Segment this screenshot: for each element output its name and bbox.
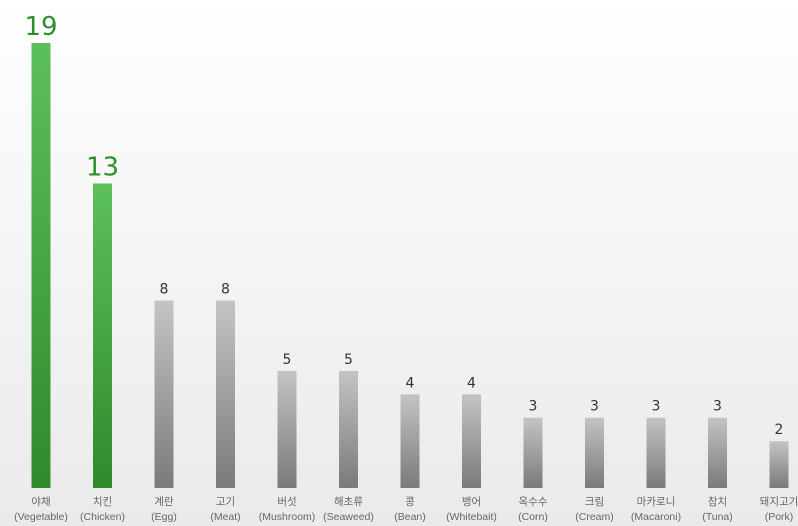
bar-5 [339,370,358,488]
x-tick-sublabel-1: (Chicken) [80,511,125,523]
x-tick-label-0: 야채 [31,495,50,508]
value-labels-group: 19 13 8 8 5 5 4 4 3 3 3 3 2 [24,12,783,438]
x-tick-label-7: 뱅어 [462,496,481,508]
bar-12 [769,441,789,488]
value-label-5: 5 [344,352,353,368]
x-tick-label-4: 버섯 [277,496,296,508]
x-tick-sublabel-0: (Vegetable) [14,511,68,523]
bar-8 [523,417,543,488]
x-tick-label-12: 돼지고기 [760,496,798,508]
bar-9 [585,417,604,488]
x-tick-label-3: 고기 [216,496,235,508]
bar-7 [462,394,481,488]
value-label-10: 3 [652,399,661,415]
x-tick-label-5: 해초류 [334,495,363,508]
x-tick-sublabel-5: (Seaweed) [323,511,374,523]
bar-11 [708,417,727,488]
x-tick-labels-group: 야채 (Vegetable) 치킨 (Chicken) 계란 (Egg) 고기 (Meat) 버… [14,495,798,523]
x-tick-label-9: 크림 [585,496,604,508]
bar-10 [646,417,666,488]
x-tick-label-10: 마카로니 [637,496,676,508]
value-label-9: 3 [590,399,599,415]
bars-group [31,43,789,488]
bar-3 [216,300,235,488]
value-label-1: 13 [86,153,119,183]
value-label-2: 8 [160,282,169,298]
x-tick-label-11: 참치 [708,496,727,508]
x-tick-label-2: 계란 [154,496,174,508]
value-label-0: 19 [24,12,57,42]
value-label-11: 3 [713,399,722,415]
value-label-12: 2 [775,422,784,438]
value-label-7: 4 [467,375,476,391]
x-tick-sublabel-6: (Bean) [394,511,426,523]
value-label-6: 4 [406,375,415,391]
bar-4 [277,370,297,488]
x-tick-sublabel-4: (Mushroom) [259,511,316,523]
x-tick-sublabel-11: (Tuna) [702,511,733,523]
x-tick-sublabel-9: (Cream) [575,511,614,523]
x-tick-sublabel-8: (Corn) [518,511,548,523]
x-tick-sublabel-10: (Macaroni) [631,511,681,523]
x-tick-label-6: 콩 [405,496,415,508]
bar-1 [93,183,112,488]
x-tick-label-1: 치킨 [93,496,112,508]
x-tick-sublabel-3: (Meat) [210,511,240,523]
value-label-4: 5 [283,352,292,368]
value-label-3: 8 [221,282,230,298]
value-label-8: 3 [529,399,538,415]
x-tick-label-8: 옥수수 [519,496,548,508]
x-tick-sublabel-7: (Whitebait) [446,511,497,523]
x-tick-sublabel-2: (Egg) [151,511,177,523]
bar-0 [31,43,51,488]
bar-2 [154,300,174,488]
x-tick-sublabel-12: (Pork) [765,511,794,523]
bar-6 [400,394,420,488]
